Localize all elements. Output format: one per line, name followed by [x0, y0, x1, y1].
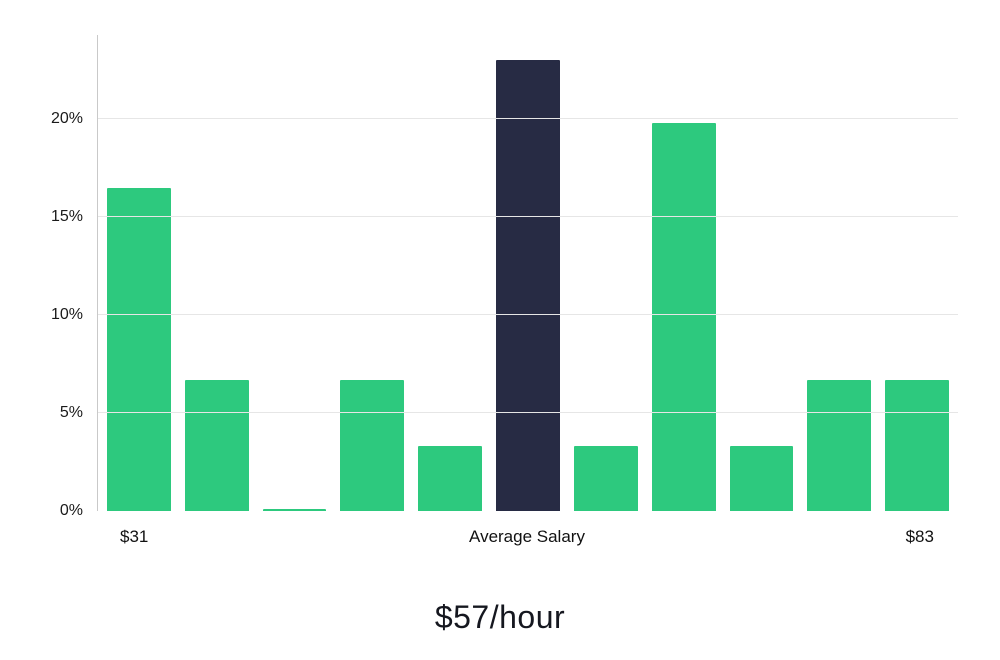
x-tick-label: $31 — [120, 527, 149, 546]
x-slot: Average Salary — [469, 527, 585, 547]
bar — [340, 379, 405, 511]
x-slot — [585, 527, 659, 547]
bar — [107, 187, 171, 511]
gridline — [98, 118, 958, 120]
x-tick-label: $83 — [905, 527, 934, 546]
bar — [651, 123, 716, 511]
bar — [807, 379, 872, 511]
x-slot — [395, 527, 469, 547]
x-slot: $83 — [883, 527, 957, 547]
x-slot — [246, 527, 320, 547]
x-slot: $31 — [97, 527, 171, 547]
plot-area — [97, 35, 958, 511]
gridline — [98, 216, 958, 218]
y-tick-label: 20% — [50, 110, 83, 128]
bar — [729, 446, 794, 511]
bar — [885, 379, 949, 511]
y-axis: 0% 5% 10% 15% 20% — [0, 35, 97, 519]
x-slot — [171, 527, 245, 547]
x-slot — [320, 527, 394, 547]
y-tick-label: 10% — [50, 306, 83, 324]
y-tick-label: 5% — [59, 404, 83, 422]
bars — [98, 35, 958, 511]
x-slot — [734, 527, 808, 547]
bar-highlight — [496, 60, 560, 511]
bar — [262, 509, 327, 511]
bar — [573, 446, 638, 511]
bar — [184, 379, 249, 511]
bar — [418, 446, 483, 511]
x-axis: $31 Average Salary $83 — [97, 527, 957, 547]
gridline — [98, 412, 958, 414]
y-tick-label: 15% — [50, 208, 83, 226]
x-slot — [659, 527, 733, 547]
plot-row: 0% 5% 10% 15% 20% — [0, 35, 1000, 519]
chart-title: $57/hour — [434, 599, 566, 635]
y-tick-label: 0% — [59, 502, 83, 519]
gridline — [98, 314, 958, 316]
x-slot — [808, 527, 882, 547]
x-tick-label: Average Salary — [469, 527, 585, 546]
